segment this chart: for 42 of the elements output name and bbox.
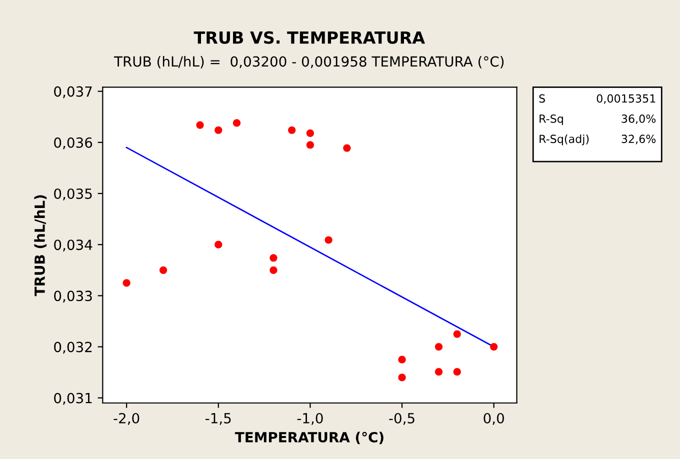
point — [122, 279, 130, 287]
point — [306, 129, 314, 138]
x-axis-title: TEMPERATURA (°C) — [234, 432, 384, 444]
point — [434, 342, 443, 351]
point — [434, 368, 443, 376]
point — [214, 240, 222, 248]
text: 32,6% — [622, 134, 656, 144]
text: 0,0015351 — [596, 94, 656, 104]
y-tick-label: 0,033 — [54, 290, 92, 303]
point — [214, 126, 222, 134]
y-axis-title: TRUB (hL/hL) — [34, 195, 47, 296]
x-tick-label: -0,5 — [389, 412, 414, 425]
chart-subtitle: TRUB (hL/hL) = 0,03200 - 0,001958 TEMPERATURA (°C) — [114, 56, 504, 68]
x-tick-label: -1,0 — [297, 412, 323, 425]
text: S — [539, 94, 545, 103]
point — [324, 236, 332, 244]
y-tick-label: 0,035 — [54, 188, 92, 200]
point — [270, 266, 278, 274]
point — [343, 144, 351, 152]
x-tick-label: -2,0 — [114, 412, 140, 425]
y-tick-label: 0,037 — [54, 86, 92, 98]
point — [306, 141, 314, 149]
point — [159, 266, 168, 274]
y-tick-label: 0,036 — [54, 137, 92, 150]
point — [490, 342, 498, 351]
point — [270, 254, 278, 262]
x-tick-label: -1,5 — [206, 413, 231, 425]
y-tick-label: 0,034 — [54, 240, 92, 252]
point — [196, 121, 204, 129]
point — [398, 374, 406, 382]
text: 36,0% — [622, 114, 656, 124]
chart-title: TRUB VS. TEMPERATURA — [194, 31, 425, 44]
point — [232, 119, 241, 127]
y-tick-label: 0,031 — [54, 392, 92, 405]
point — [453, 368, 461, 376]
y-tick-label: 0,032 — [54, 342, 92, 354]
text: R-Sq — [540, 114, 563, 126]
point — [453, 330, 461, 338]
point — [398, 356, 406, 364]
x-tick-label: 0,0 — [484, 412, 504, 425]
text: R-Sq(adj) — [540, 134, 589, 146]
point — [288, 126, 296, 134]
